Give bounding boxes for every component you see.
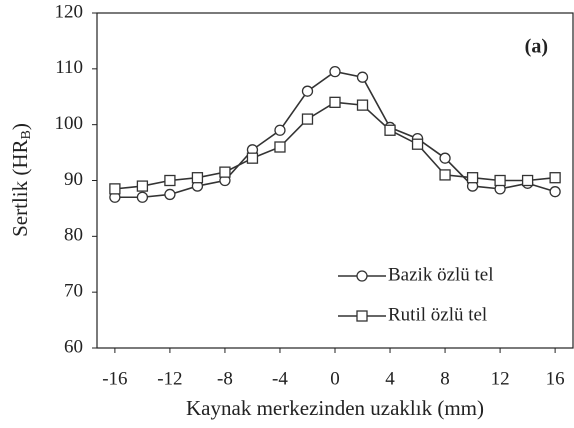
marker [356,99,369,111]
marker [136,180,149,192]
marker [384,124,396,136]
y-tick-label: 90 [64,169,83,190]
x-tick-label: 16 [546,368,565,389]
marker [164,188,176,201]
y-tick-label: 110 [55,57,83,78]
marker [356,270,368,282]
x-axis-label: Kaynak merkezinden uzaklık (mm) [186,396,484,420]
x-tick-label: -8 [217,368,233,389]
y-axis-label: Sertlik (HRB) [8,123,34,237]
marker [301,113,314,125]
marker [164,174,176,187]
y-tick-label: 100 [55,113,84,134]
y-label-part: Sertlik (HR [8,139,32,236]
series-line [114,101,556,190]
marker [191,172,204,184]
y-tick-label: 60 [64,336,83,357]
marker [411,138,424,150]
y-label-part: ) [8,123,32,130]
marker [136,191,149,203]
y-tick-label: 120 [55,1,84,22]
y-tick-label: 80 [64,225,83,246]
marker [439,169,451,181]
x-tick-label: 12 [491,368,510,389]
marker [356,310,368,322]
marker [356,71,369,83]
marker [274,141,286,153]
marker [329,96,341,108]
marker [494,174,506,187]
x-tick-label: 8 [440,368,450,389]
y-label-sub: B [19,130,34,139]
x-tick-label: -16 [102,368,127,389]
series-line [114,70,556,199]
annotation: (a) [525,36,548,58]
marker [329,65,341,78]
marker [219,166,231,178]
marker [521,174,534,187]
y-tick-label: 70 [64,281,83,302]
legend-label: Rutil özlü tel [388,304,487,325]
x-tick-label: 4 [385,368,395,389]
marker [549,172,561,184]
marker [439,152,451,164]
x-tick-label: -4 [272,368,288,389]
marker [274,124,286,136]
marker [466,172,479,184]
marker [549,186,561,198]
legend-label: Bazik özlü tel [388,264,494,285]
marker [246,152,259,164]
x-tick-label: -12 [157,368,182,389]
marker [109,183,121,195]
x-tick-label: 0 [330,368,340,389]
marker [301,85,314,97]
